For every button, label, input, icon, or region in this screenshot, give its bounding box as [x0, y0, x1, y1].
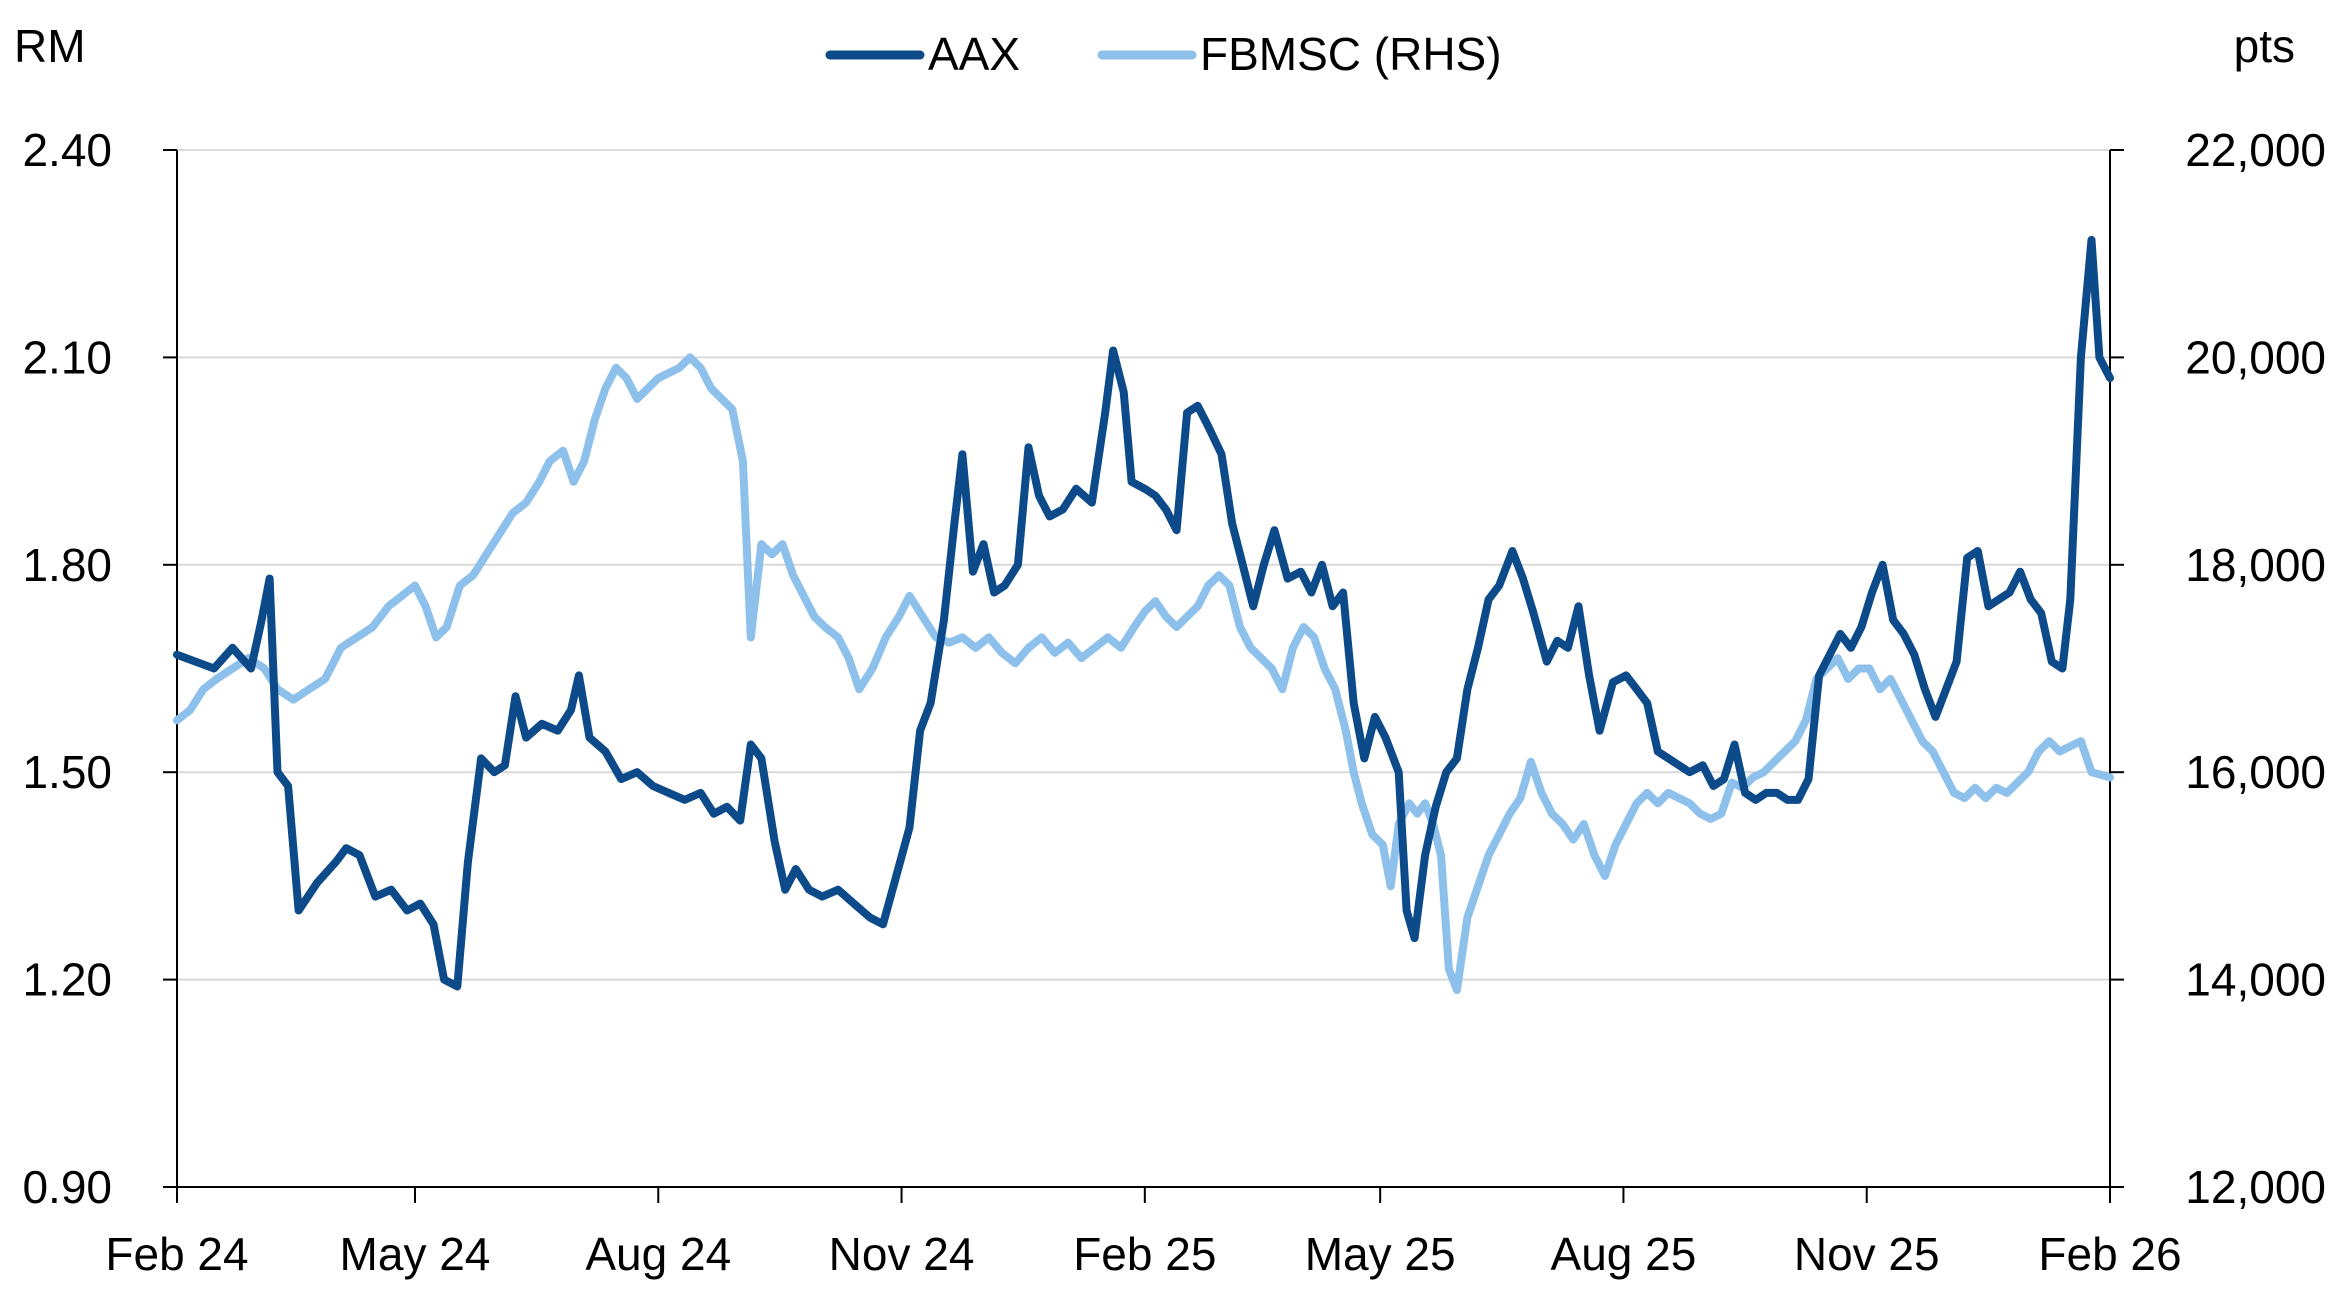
left-axis-tick-label: 2.10	[22, 331, 112, 383]
right-axis-unit: pts	[2234, 20, 2295, 72]
left-axis-tick-label: 1.50	[22, 746, 112, 798]
left-axis-tick-label: 1.20	[22, 954, 112, 1006]
x-axis-tick-label: May 24	[340, 1228, 491, 1280]
x-axis-tick-label: Nov 24	[829, 1228, 975, 1280]
tick-labels: 2.40 2.10 1.80 1.50 1.20 0.90 22,000 20,000 18,0…	[22, 124, 2326, 1280]
right-axis-tick-label: 16,000	[2185, 746, 2326, 798]
x-axis-tick-label: Aug 24	[585, 1228, 731, 1280]
left-axis-tick-label: 0.90	[22, 1161, 112, 1213]
legend-label-aax: AAX	[928, 28, 1020, 80]
left-axis-tick-label: 2.40	[22, 124, 112, 176]
left-axis-unit: RM	[14, 20, 86, 72]
right-axis-tick-label: 22,000	[2185, 124, 2326, 176]
series-line-aax	[173, 235, 2114, 991]
legend-label-fbmsc: FBMSC (RHS)	[1200, 28, 1502, 80]
right-axis-tick-label: 20,000	[2185, 331, 2326, 383]
x-axis-tick-label: Feb 26	[2038, 1228, 2181, 1280]
series-lines	[173, 235, 2114, 994]
axes	[163, 149, 2124, 1203]
right-axis-tick-label: 12,000	[2185, 1161, 2326, 1213]
series-line-fbmsc	[173, 353, 2114, 994]
right-axis-tick-label: 14,000	[2185, 954, 2326, 1006]
x-axis-tick-label: Feb 24	[105, 1228, 248, 1280]
x-axis-tick-label: Feb 25	[1073, 1228, 1216, 1280]
legend: AAX FBMSC (RHS)	[825, 28, 1502, 80]
right-axis-tick-label: 18,000	[2185, 539, 2326, 591]
x-axis-tick-label: Aug 25	[1551, 1228, 1697, 1280]
x-axis-tick-label: May 25	[1305, 1228, 1456, 1280]
left-axis-tick-label: 1.80	[22, 539, 112, 591]
x-axis-tick-label: Nov 25	[1794, 1228, 1940, 1280]
